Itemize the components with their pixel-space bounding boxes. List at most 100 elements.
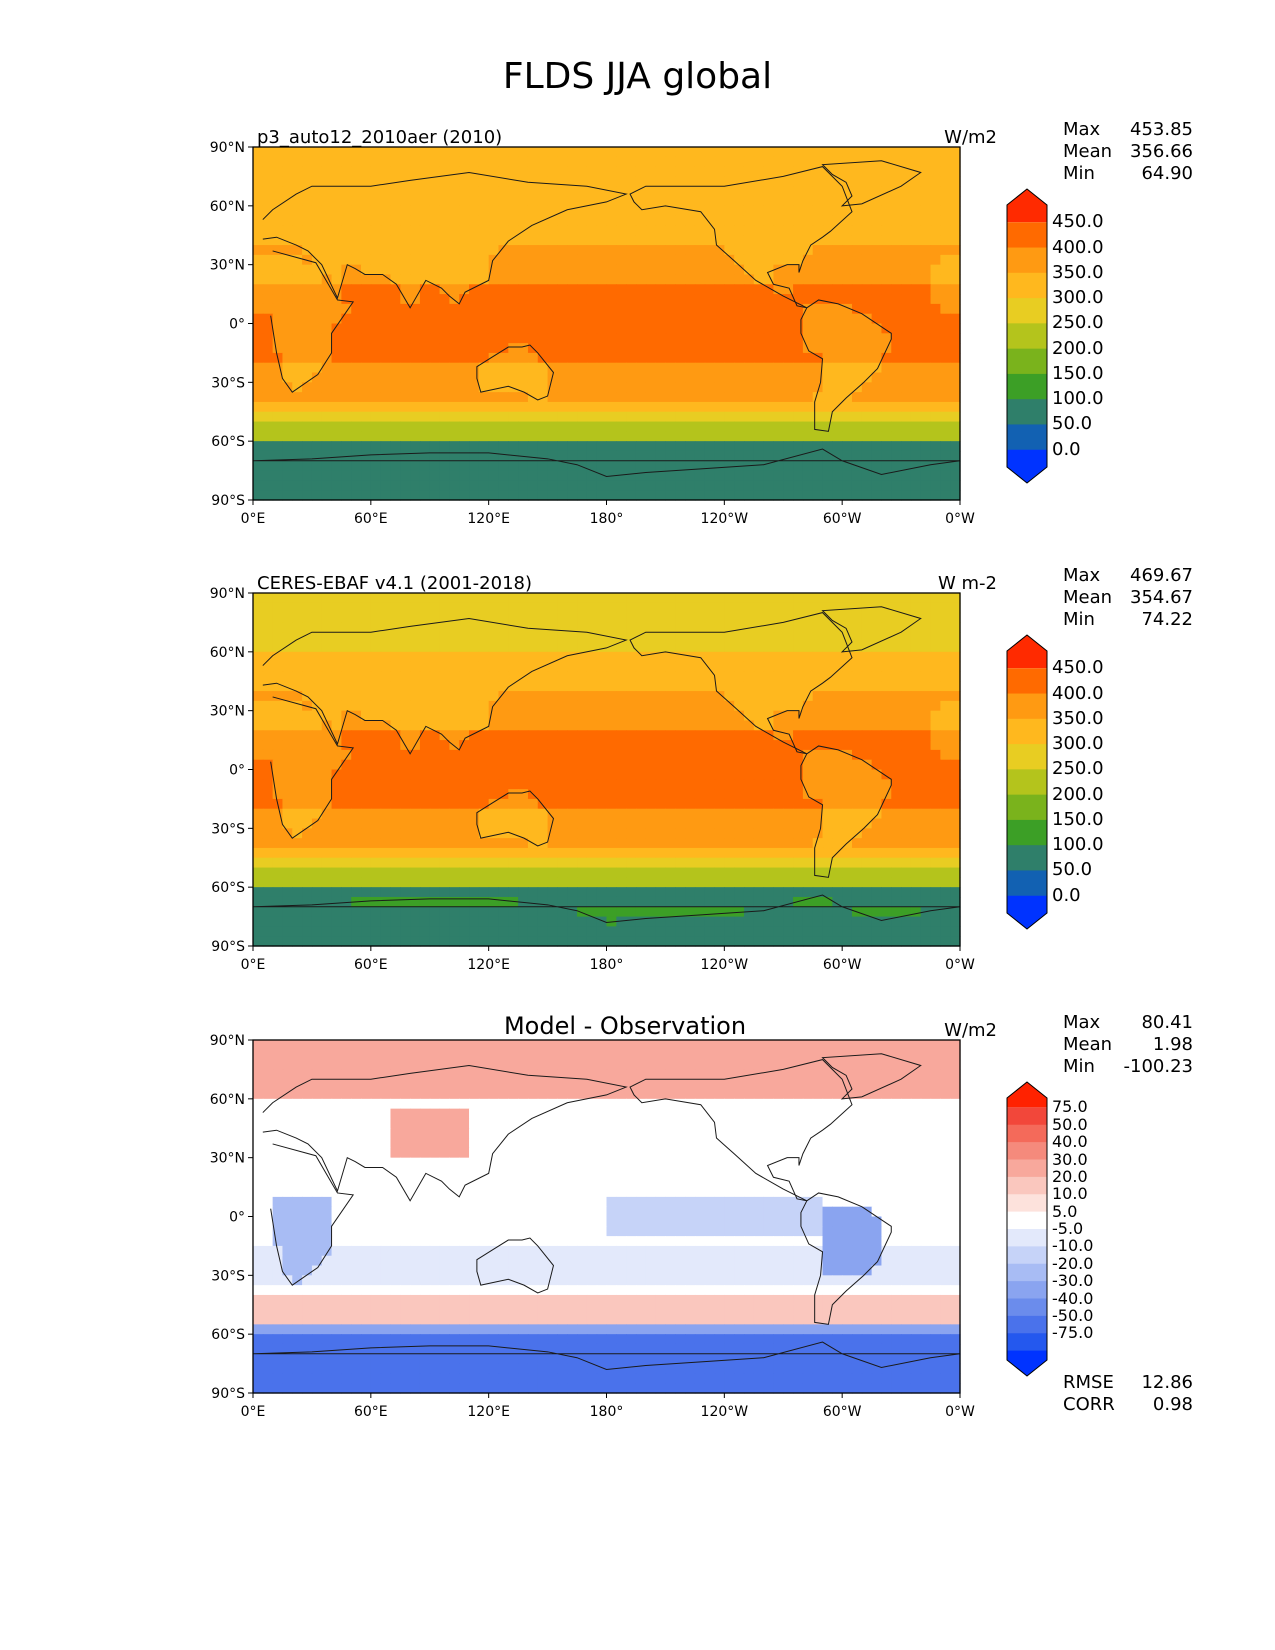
field-cell [459,789,470,800]
field-cell [694,838,706,849]
field-cell [390,215,401,227]
field-cell [871,245,883,256]
field-cell [901,789,912,800]
field-cell [812,749,824,761]
field-cell [488,156,500,168]
field-cell [577,661,588,673]
field-cell [331,431,342,442]
field-cell [793,382,804,393]
field-cell [557,284,568,295]
field-cell [734,343,745,354]
field-cell [370,372,382,383]
field-cell [851,867,863,878]
field-cell [635,622,647,633]
field-cell [596,671,608,682]
field-cell [302,632,313,643]
field-cell [842,147,853,158]
field-cell [488,284,500,295]
field-cell [311,818,323,829]
field-cell [341,186,352,197]
field-cell [704,710,716,722]
field-cell [685,730,696,741]
field-cell [577,490,588,501]
field-cell [871,470,883,481]
field-cell [812,887,824,898]
field-cell [685,818,696,829]
field-cell [282,431,293,442]
field-cell [665,838,676,849]
field-cell [743,303,755,315]
field-cell [940,156,951,168]
field-cell [449,245,460,256]
field-cell [734,401,745,413]
field-cell [851,480,863,491]
field-cell [871,789,883,800]
field-cell [763,798,775,810]
field-cell [498,284,509,295]
field-cell [832,710,843,722]
field-cell [694,759,706,771]
field-cell [724,808,735,820]
field-cell [577,818,588,829]
field-cell [802,749,814,761]
field-cell [724,779,735,790]
field-cell [822,490,833,501]
field-cell [734,779,745,790]
field-cell [871,612,883,624]
field-cell [547,759,559,771]
field-cell [635,225,647,236]
field-cell [891,720,902,731]
field-cell [498,691,509,702]
field-cell [459,401,470,413]
field-cell [567,264,578,276]
field-cell [832,215,843,227]
field-cell [292,730,303,741]
field-cell [773,254,784,266]
field-cell [272,294,284,305]
field-cell [567,284,578,295]
lon-tick-label: 120°W [701,511,749,527]
field-cell [478,818,490,829]
field-cell [469,205,480,217]
field-cell [655,857,667,869]
field-cell [537,470,549,481]
field-cell [488,857,500,869]
field-cell [665,622,676,633]
field-cell [586,759,598,771]
field-cell [901,254,912,266]
field-cell [704,441,716,452]
field-cell [694,681,706,692]
field-cell [793,352,804,364]
field-cell [439,490,450,501]
field-cell [802,612,814,624]
field-cell [253,691,264,702]
field-cell [950,225,961,236]
field-cell [753,186,765,197]
field-cell [665,382,676,393]
field-cell [822,896,833,908]
field-cell [714,186,725,197]
field-cell [272,877,284,888]
field-cell [773,798,784,810]
field-cell [410,225,421,236]
field-cell [361,808,372,820]
field-cell [429,176,441,187]
field-cell [419,769,431,780]
field-cell [537,392,549,403]
field-cell [586,156,598,168]
field-cell [812,490,824,501]
field-cell [802,867,814,878]
field-cell [380,622,392,633]
field-cell [901,205,912,217]
field-cell [508,632,519,643]
field-cell [694,896,706,908]
field-cell [655,661,667,673]
field-cell [547,441,559,452]
field-cell [606,887,617,898]
field-cell [400,700,411,712]
field-cell [302,372,313,383]
field-cell [812,254,824,266]
field-cell [469,166,480,178]
field-cell [920,196,932,207]
field-cell [783,779,794,790]
